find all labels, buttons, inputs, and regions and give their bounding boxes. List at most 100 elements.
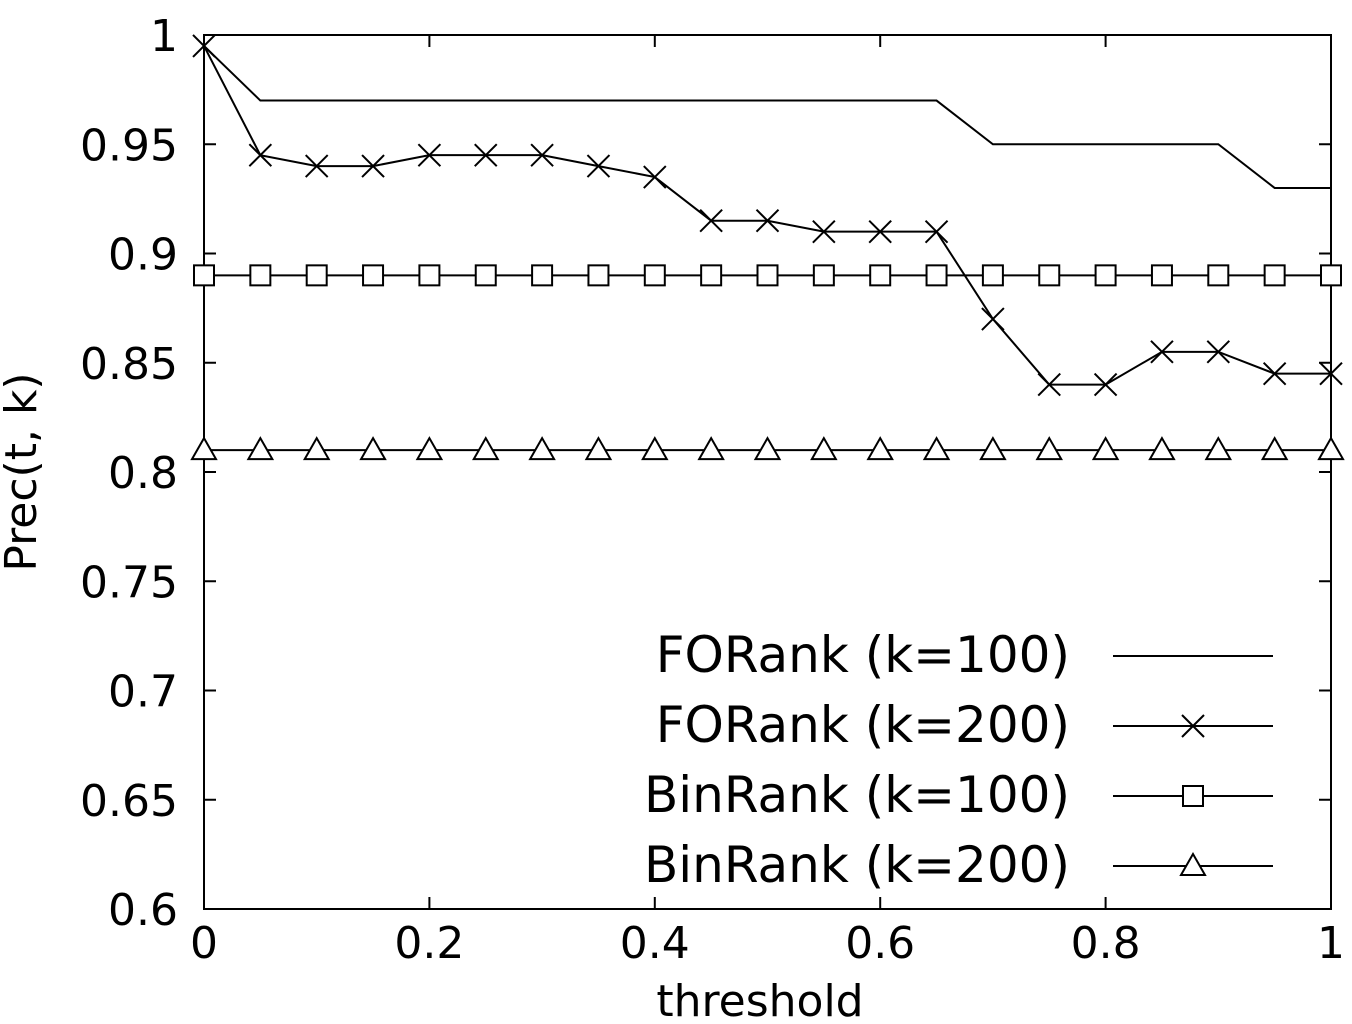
x-marker bbox=[1319, 361, 1343, 386]
y-tick-label: 0.7 bbox=[108, 667, 178, 718]
x-marker bbox=[699, 209, 723, 233]
y-tick-label: 0.6 bbox=[108, 885, 178, 936]
square-marker bbox=[812, 264, 835, 287]
x-marker bbox=[1150, 340, 1174, 364]
x-marker-stroke bbox=[1093, 372, 1118, 397]
x-marker-stroke bbox=[1319, 361, 1343, 386]
square-marker bbox=[1150, 264, 1173, 287]
x-marker-stroke bbox=[812, 219, 836, 244]
triangle-marker bbox=[1204, 436, 1233, 461]
triangle-marker bbox=[697, 436, 725, 461]
series-3 bbox=[190, 436, 1345, 461]
square-marker bbox=[1320, 264, 1342, 287]
x-marker bbox=[981, 307, 1005, 331]
x-marker-stroke bbox=[248, 143, 273, 167]
series-line bbox=[203, 45, 1331, 189]
x-marker-stroke bbox=[1181, 714, 1205, 738]
x-marker-stroke bbox=[1150, 340, 1174, 364]
square-marker bbox=[869, 264, 892, 287]
x-marker-stroke bbox=[1037, 372, 1061, 397]
x-marker bbox=[1037, 372, 1061, 397]
series-layer bbox=[190, 34, 1345, 461]
triangle-marker bbox=[246, 436, 275, 461]
square-marker bbox=[1094, 264, 1117, 287]
x-marker bbox=[924, 219, 949, 244]
square-marker bbox=[981, 264, 1004, 287]
x-marker bbox=[812, 219, 836, 244]
x-marker-stroke bbox=[755, 209, 780, 233]
triangle-marker bbox=[753, 436, 782, 461]
x-tick-label: 1 bbox=[1317, 918, 1345, 969]
y-tick-label: 0.75 bbox=[80, 557, 178, 608]
x-marker bbox=[474, 143, 498, 167]
triangle-marker bbox=[359, 436, 387, 461]
x-marker bbox=[755, 209, 780, 233]
square-marker bbox=[756, 264, 779, 287]
x-marker-stroke bbox=[643, 165, 667, 189]
triangle-marker bbox=[415, 436, 444, 461]
x-marker bbox=[417, 143, 442, 167]
legend-label: FORank (k=200) bbox=[656, 696, 1070, 754]
ticks: 0 0.2 0.4 0.6 0.8 1 0.6 0.65 0.7 0.75 0.8 0.85 0.9 0.… bbox=[80, 11, 1345, 969]
triangle-marker bbox=[1148, 436, 1176, 461]
square-marker bbox=[1038, 264, 1061, 287]
y-tick-label: 0.95 bbox=[80, 120, 178, 171]
x-marker bbox=[1093, 372, 1118, 397]
x-marker-stroke bbox=[530, 143, 554, 167]
triangle-marker bbox=[472, 436, 500, 461]
square-marker bbox=[925, 264, 948, 287]
x-marker bbox=[248, 143, 273, 167]
square-marker bbox=[643, 264, 666, 287]
triangle-marker bbox=[1091, 436, 1120, 461]
y-tick-label: 0.85 bbox=[80, 339, 178, 390]
triangle-marker bbox=[1317, 436, 1345, 461]
triangle-marker bbox=[922, 436, 951, 461]
x-marker-stroke bbox=[586, 154, 611, 178]
x-marker bbox=[1206, 340, 1231, 364]
x-marker bbox=[530, 143, 554, 167]
x-marker-stroke bbox=[417, 143, 442, 167]
x-marker-stroke bbox=[192, 34, 216, 58]
x-marker-stroke bbox=[699, 209, 723, 233]
triangle-marker bbox=[190, 436, 218, 461]
triangle-marker bbox=[979, 436, 1007, 461]
y-tick-label: 0.9 bbox=[108, 230, 178, 281]
square-marker bbox=[418, 264, 441, 287]
square-marker bbox=[1207, 264, 1230, 287]
x-marker-stroke bbox=[981, 307, 1005, 331]
x-marker-stroke bbox=[304, 154, 329, 178]
x-marker-stroke bbox=[1262, 361, 1287, 386]
square-marker bbox=[1263, 264, 1286, 287]
y-axis-label: Prec(t, k) bbox=[0, 372, 47, 571]
x-marker-stroke bbox=[474, 143, 498, 167]
x-marker bbox=[586, 154, 611, 178]
square-marker bbox=[362, 264, 385, 287]
x-axis-label: threshold bbox=[656, 976, 863, 1024]
legend-label: BinRank (k=200) bbox=[644, 836, 1070, 894]
series-1 bbox=[192, 34, 1343, 397]
x-marker bbox=[868, 219, 892, 244]
square-marker bbox=[587, 264, 610, 287]
square-marker bbox=[531, 264, 554, 287]
x-marker bbox=[1262, 361, 1287, 386]
triangle-marker bbox=[1260, 436, 1289, 461]
square-marker bbox=[193, 264, 215, 287]
y-tick-label: 1 bbox=[150, 11, 178, 62]
x-tick-label: 0.6 bbox=[845, 918, 915, 969]
x-marker bbox=[192, 34, 216, 58]
x-marker bbox=[1181, 714, 1205, 738]
x-marker bbox=[643, 165, 667, 189]
triangle-marker bbox=[1035, 436, 1063, 461]
legend-label: BinRank (k=100) bbox=[644, 766, 1070, 824]
square-marker bbox=[700, 264, 723, 287]
x-marker-stroke bbox=[1206, 340, 1231, 364]
y-tick-label: 0.8 bbox=[108, 448, 178, 499]
x-marker-stroke bbox=[924, 219, 949, 244]
triangle-marker bbox=[866, 436, 894, 461]
series-line bbox=[203, 45, 1331, 386]
triangle-marker bbox=[302, 436, 331, 461]
triangle-marker bbox=[528, 436, 556, 461]
y-tick-label: 0.65 bbox=[80, 776, 178, 827]
x-marker bbox=[304, 154, 329, 178]
